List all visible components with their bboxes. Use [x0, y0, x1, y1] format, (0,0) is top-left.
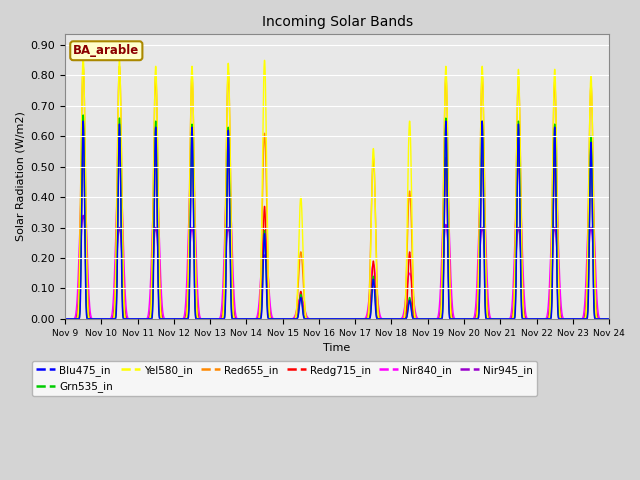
Red655_in [270, 316, 278, 322]
Grn535_in [595, 316, 602, 322]
Title: Incoming Solar Bands: Incoming Solar Bands [262, 15, 413, 29]
Redg715_in [61, 316, 69, 322]
Line: Nir840_in: Nir840_in [65, 152, 609, 319]
Blu475_in [536, 316, 544, 322]
Nir945_in [124, 316, 131, 322]
Grn535_in [61, 316, 69, 322]
Nir840_in [116, 149, 124, 155]
Red655_in [79, 63, 87, 69]
Yel580_in [294, 288, 301, 294]
Yel580_in [79, 54, 87, 60]
Nir945_in [595, 315, 602, 321]
Nir945_in [156, 281, 163, 287]
Red655_in [605, 316, 613, 322]
Redg715_in [79, 127, 87, 133]
Red655_in [61, 316, 69, 322]
Red655_in [536, 316, 544, 322]
Redg715_in [536, 316, 544, 322]
Line: Blu475_in: Blu475_in [65, 121, 609, 319]
Line: Grn535_in: Grn535_in [65, 115, 609, 319]
Grn535_in [270, 316, 278, 322]
Blu475_in [270, 316, 278, 322]
Nir945_in [536, 316, 544, 322]
Yel580_in [124, 316, 131, 322]
Grn535_in [79, 112, 87, 118]
Line: Redg715_in: Redg715_in [65, 130, 609, 319]
Red655_in [294, 295, 301, 301]
Nir840_in [605, 316, 613, 322]
Line: Red655_in: Red655_in [65, 66, 609, 319]
Grn535_in [605, 316, 613, 322]
Blu475_in [61, 316, 69, 322]
Nir840_in [61, 316, 69, 322]
Red655_in [595, 316, 602, 322]
Blu475_in [595, 316, 602, 322]
Redg715_in [605, 316, 613, 322]
Red655_in [156, 266, 163, 272]
Grn535_in [156, 314, 163, 320]
Line: Nir945_in: Nir945_in [65, 216, 609, 319]
Nir945_in [294, 306, 301, 312]
Yel580_in [595, 316, 602, 322]
Grn535_in [294, 315, 301, 321]
Nir840_in [124, 313, 131, 319]
Blu475_in [605, 316, 613, 322]
Grn535_in [124, 316, 131, 322]
Redg715_in [595, 316, 602, 322]
Yel580_in [61, 316, 69, 322]
X-axis label: Time: Time [323, 343, 351, 353]
Grn535_in [536, 316, 544, 322]
Redg715_in [124, 316, 131, 322]
Yel580_in [605, 316, 613, 322]
Line: Yel580_in: Yel580_in [65, 57, 609, 319]
Nir840_in [536, 316, 544, 322]
Nir840_in [294, 304, 301, 310]
Blu475_in [156, 316, 163, 322]
Nir945_in [605, 316, 613, 322]
Nir840_in [595, 312, 602, 318]
Yel580_in [270, 316, 278, 322]
Redg715_in [156, 312, 163, 318]
Nir945_in [270, 316, 278, 322]
Blu475_in [294, 315, 301, 321]
Redg715_in [270, 316, 278, 322]
Nir840_in [156, 241, 163, 247]
Nir945_in [61, 316, 69, 322]
Yel580_in [536, 316, 544, 322]
Blu475_in [79, 118, 87, 124]
Redg715_in [294, 314, 301, 320]
Nir945_in [79, 213, 87, 218]
Legend: Blu475_in, Grn535_in, Yel580_in, Red655_in, Redg715_in, Nir840_in, Nir945_in: Blu475_in, Grn535_in, Yel580_in, Red655_… [32, 361, 537, 396]
Nir840_in [270, 316, 278, 322]
Y-axis label: Solar Radiation (W/m2): Solar Radiation (W/m2) [15, 112, 25, 241]
Red655_in [124, 316, 131, 322]
Yel580_in [156, 283, 163, 288]
Blu475_in [124, 316, 131, 322]
Text: BA_arable: BA_arable [73, 44, 140, 57]
